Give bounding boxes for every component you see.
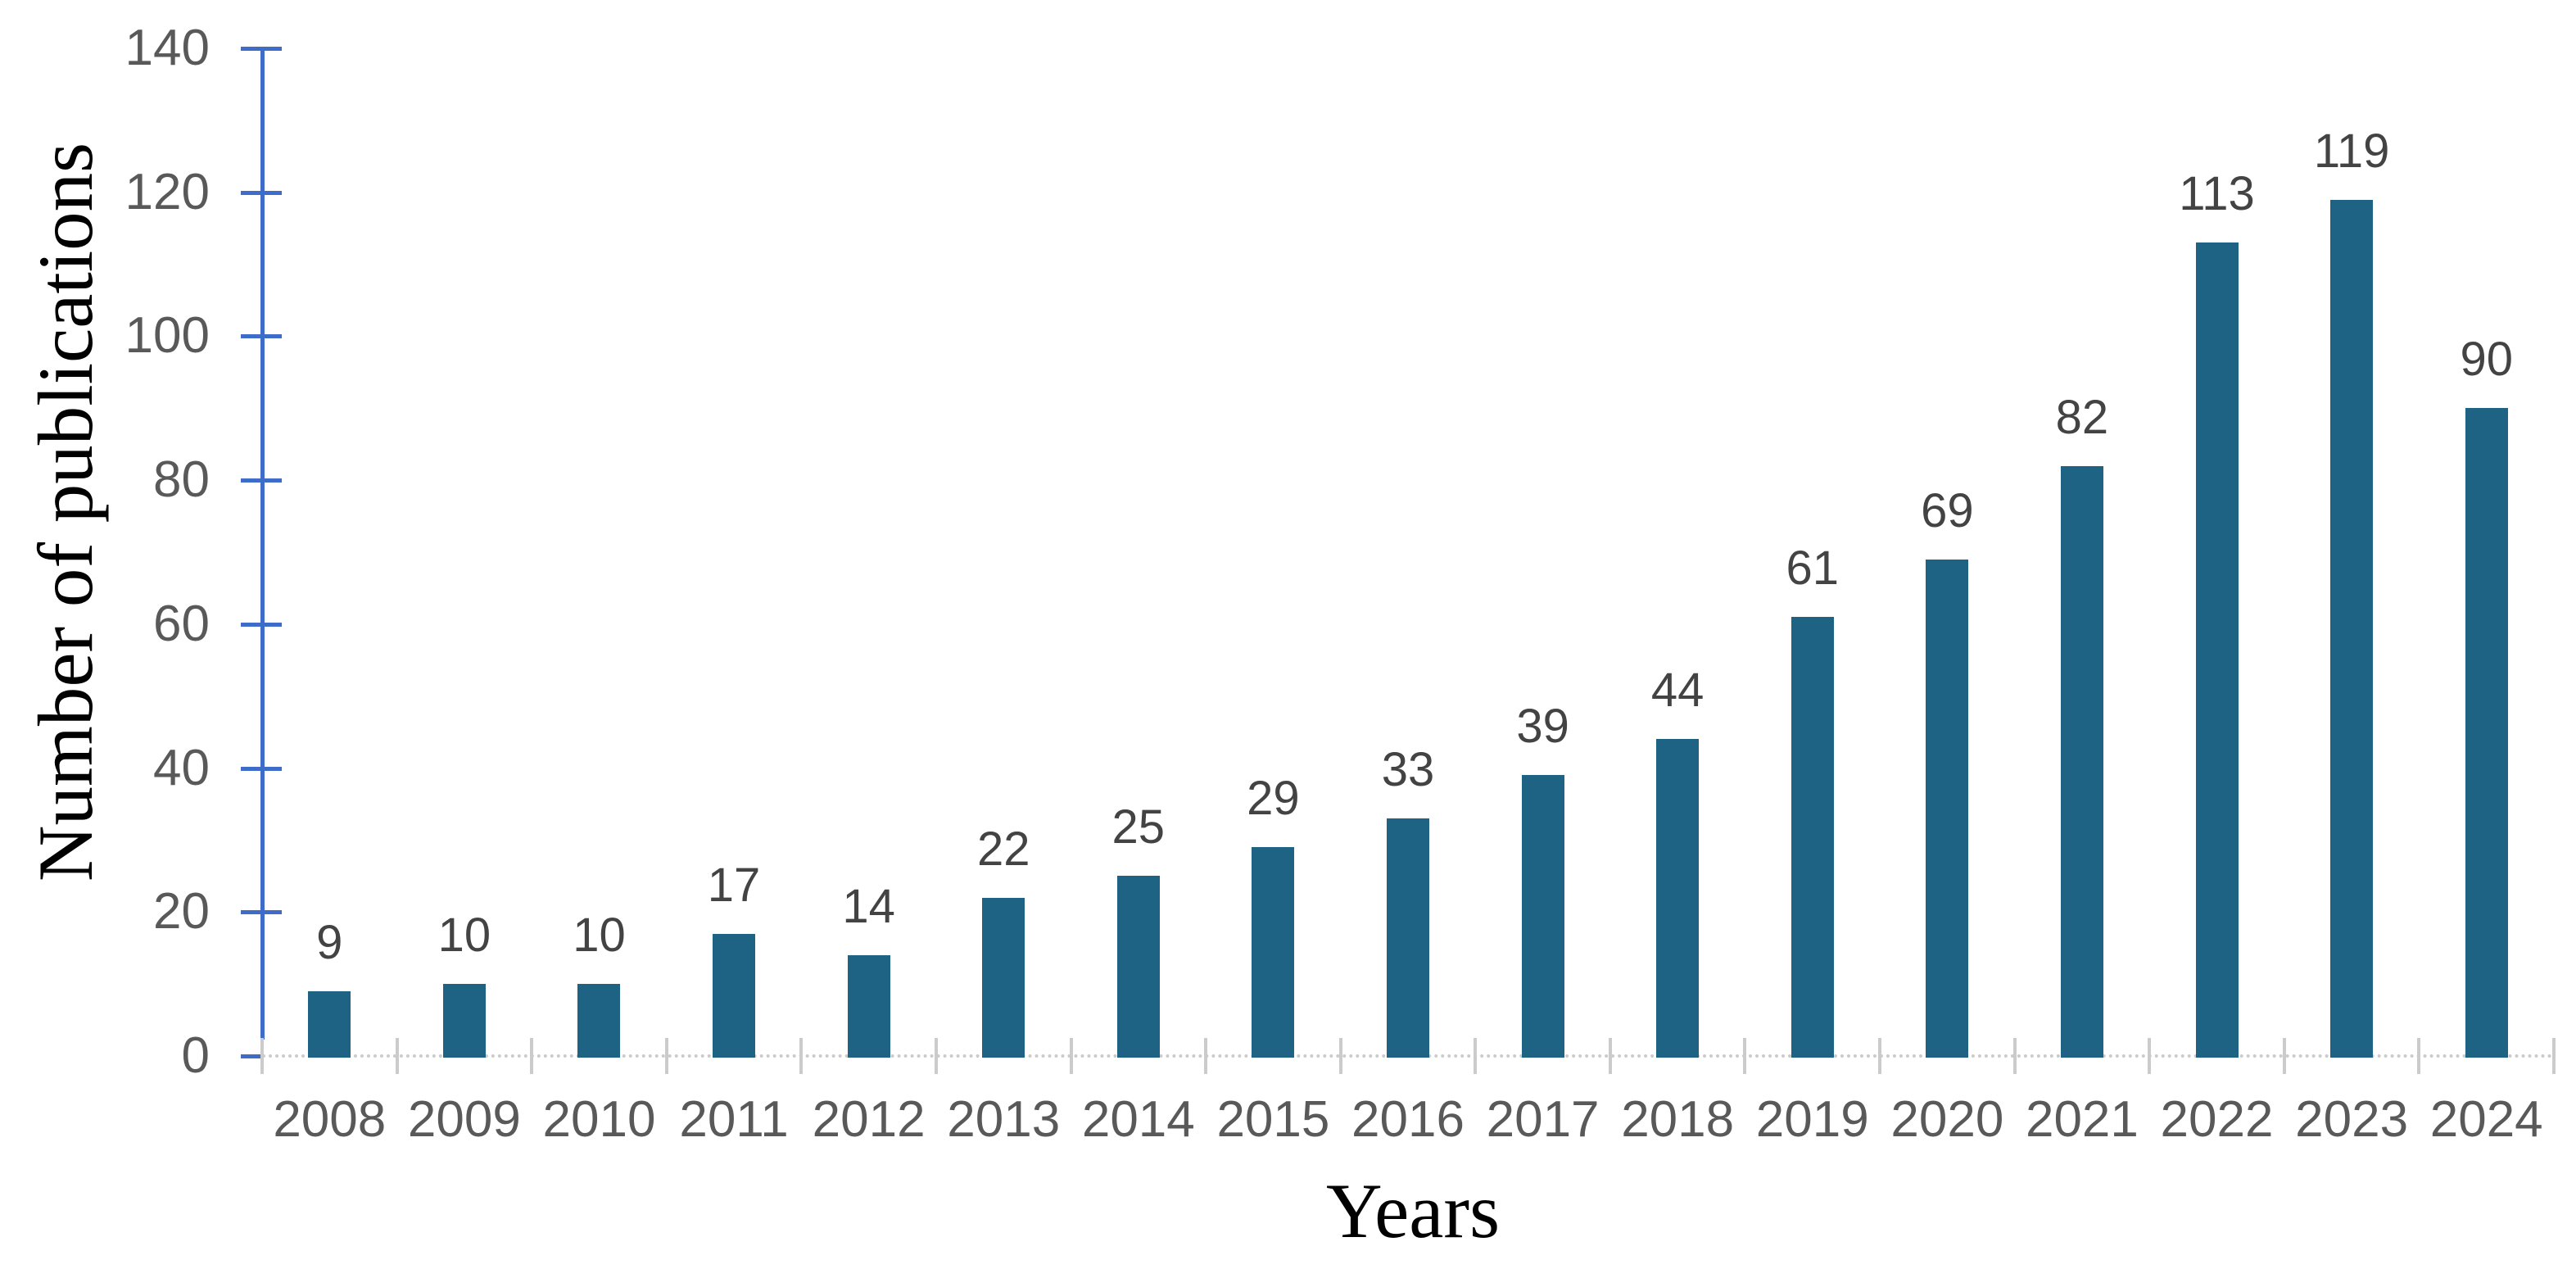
x-axis-tick-label-2010: 2010: [542, 1091, 656, 1148]
bar-value-label-2013: 22: [976, 822, 1030, 876]
bar-value-label-2018: 44: [1650, 664, 1705, 718]
x-axis-tick: [2552, 1038, 2556, 1074]
bar-value-label-2019: 61: [1786, 542, 1839, 596]
bar-2020: [1926, 559, 1969, 1058]
y-axis-line: [260, 48, 265, 1040]
x-axis-tick-label-2009: 2009: [407, 1091, 521, 1148]
y-axis-tick: [241, 190, 282, 195]
y-axis-tick: [241, 334, 282, 339]
x-axis-tick-label-2024: 2024: [2429, 1091, 2543, 1148]
y-axis-tick-label: 60: [153, 595, 210, 652]
x-axis-title: Years: [1326, 1167, 1501, 1254]
bar-2024: [2465, 408, 2508, 1058]
y-axis-tick-label: 140: [124, 20, 210, 76]
y-axis-tick-label: 80: [153, 451, 210, 509]
x-axis-tick-label-2012: 2012: [812, 1091, 926, 1148]
x-axis-tick: [934, 1038, 938, 1074]
x-axis-tick: [2012, 1038, 2017, 1074]
x-axis-tick-label-2018: 2018: [1621, 1091, 1735, 1148]
bar-2011: [713, 933, 756, 1058]
bar-value-label-2017: 39: [1516, 700, 1569, 754]
y-axis-tick-label: 0: [181, 1027, 210, 1084]
bar-value-label-2016: 33: [1381, 743, 1435, 797]
x-axis-tick: [1474, 1038, 1478, 1074]
y-axis-tick: [241, 1054, 260, 1058]
y-axis-tick-label: 100: [124, 307, 210, 365]
bar-2022: [2195, 242, 2239, 1058]
bar-2015: [1252, 847, 1295, 1058]
x-axis-tick: [2282, 1038, 2286, 1074]
x-axis-tick: [1608, 1038, 1612, 1074]
y-axis-tick: [241, 478, 282, 483]
x-axis-tick: [1743, 1038, 1747, 1074]
x-axis-tick-label-2019: 2019: [1755, 1091, 1869, 1148]
y-axis-tick: [241, 622, 282, 627]
bar-value-label-2009: 10: [437, 909, 491, 963]
bar-value-label-2022: 113: [2179, 167, 2255, 221]
bar-2010: [577, 984, 621, 1058]
x-axis-tick: [1204, 1038, 1208, 1074]
x-axis-tick-label-2008: 2008: [273, 1091, 387, 1148]
bar-2021: [2060, 465, 2103, 1058]
x-axis-tick-label-2014: 2014: [1081, 1091, 1195, 1148]
y-axis-tick: [241, 766, 282, 771]
bar-2012: [847, 955, 890, 1058]
x-axis-tick-label-2023: 2023: [2295, 1091, 2409, 1148]
bar-value-label-2011: 17: [707, 858, 761, 912]
y-axis-tick-label: 40: [153, 739, 210, 796]
bar-2009: [442, 984, 486, 1058]
x-axis-tick: [799, 1038, 804, 1074]
x-axis-tick-label-2020: 2020: [1890, 1091, 2004, 1148]
x-axis-tick-label-2016: 2016: [1351, 1091, 1465, 1148]
x-axis-tick: [530, 1038, 534, 1074]
x-axis-tick: [1338, 1038, 1342, 1074]
bar-2017: [1521, 775, 1564, 1058]
x-axis-tick-label-2013: 2013: [947, 1091, 1061, 1148]
y-axis-tick-label: 20: [153, 883, 210, 940]
bar-value-label-2012: 14: [842, 880, 895, 933]
bar-2016: [1387, 818, 1429, 1058]
x-axis-tick-label-2017: 2017: [1486, 1091, 1600, 1148]
x-axis-tick: [1878, 1038, 1882, 1074]
x-axis-tick-label-2021: 2021: [2025, 1091, 2139, 1148]
bar-value-label-2024: 90: [2460, 333, 2513, 387]
bar-2013: [982, 897, 1025, 1058]
bar-2019: [1791, 617, 1834, 1058]
x-axis-tick: [260, 1038, 264, 1074]
bar-value-label-2020: 69: [1921, 483, 1974, 537]
y-axis-tick-label: 120: [124, 163, 210, 220]
bar-value-label-2008: 9: [316, 915, 343, 969]
x-axis-tick: [395, 1038, 399, 1074]
bar-value-label-2015: 29: [1247, 772, 1300, 826]
bar-value-label-2023: 119: [2313, 124, 2390, 178]
y-axis-tick: [241, 910, 282, 915]
bar-2014: [1116, 876, 1160, 1058]
bar-2023: [2330, 199, 2374, 1058]
bar-2018: [1656, 739, 1700, 1058]
bar-value-label-2021: 82: [2055, 390, 2109, 444]
y-axis-tick: [241, 47, 282, 51]
x-axis-tick: [2417, 1038, 2421, 1074]
x-axis-tick: [2148, 1038, 2152, 1074]
bar-value-label-2010: 10: [573, 909, 626, 963]
x-axis-tick-label-2022: 2022: [2160, 1091, 2274, 1148]
bar-value-label-2014: 25: [1111, 800, 1166, 854]
x-axis-tick: [664, 1038, 668, 1074]
bar-2008: [308, 990, 351, 1058]
x-axis-tick: [1069, 1038, 1073, 1074]
x-axis-tick-label-2011: 2011: [679, 1091, 789, 1148]
x-axis-tick-label-2015: 2015: [1216, 1091, 1330, 1148]
